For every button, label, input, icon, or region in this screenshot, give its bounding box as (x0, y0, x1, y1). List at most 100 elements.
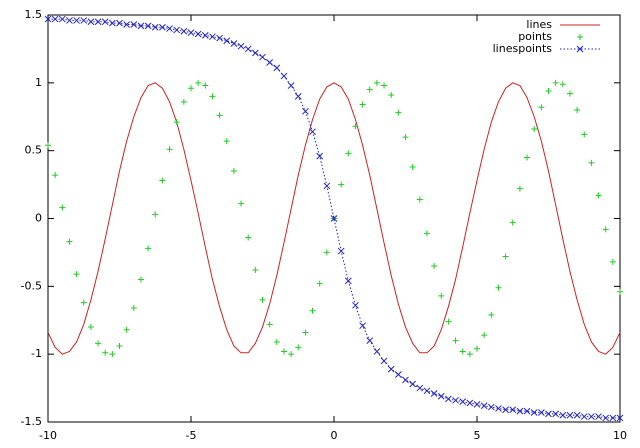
data-point (609, 414, 617, 422)
y-tick-label: 0.5 (25, 144, 43, 157)
data-point (223, 37, 231, 45)
legend-marker (576, 45, 584, 53)
data-point (51, 15, 59, 23)
data-point (574, 106, 581, 113)
data-point (409, 163, 416, 170)
data-point (359, 101, 366, 108)
data-point (251, 49, 259, 57)
data-point (580, 413, 588, 420)
data-point (245, 234, 252, 241)
data-point (373, 79, 380, 86)
legend-label: lines (526, 18, 552, 31)
y-tick-label: -0.5 (21, 279, 42, 292)
x-tick-label: 5 (474, 429, 481, 442)
data-point (101, 18, 109, 26)
data-point (238, 200, 245, 207)
data-point (452, 396, 459, 404)
series-line (47, 82, 621, 355)
data-point (130, 305, 137, 312)
data-point (151, 23, 159, 31)
data-point (474, 345, 480, 352)
data-point (280, 348, 287, 355)
data-point (538, 104, 545, 111)
data-point (44, 15, 52, 23)
y-tick-label: -1.5 (21, 415, 42, 428)
data-point (223, 138, 230, 145)
data-point (366, 86, 373, 93)
data-point (588, 159, 595, 166)
data-point (516, 407, 524, 415)
data-point (416, 196, 423, 203)
data-point (423, 230, 430, 237)
data-point (123, 326, 130, 333)
data-point (438, 292, 445, 299)
data-point (502, 406, 509, 414)
data-point (173, 26, 181, 34)
data-point (466, 351, 473, 358)
data-point (459, 348, 466, 355)
data-point (66, 238, 73, 245)
data-point (495, 405, 502, 412)
data-point (59, 204, 66, 211)
data-point (595, 192, 602, 199)
data-point (524, 154, 531, 161)
data-point (180, 27, 188, 35)
data-point (302, 107, 309, 115)
data-point (309, 128, 316, 136)
data-point (530, 409, 538, 416)
data-point (337, 247, 345, 255)
data-point (602, 226, 609, 233)
data-point (545, 410, 552, 418)
data-point (144, 22, 152, 30)
data-point (280, 72, 288, 80)
x-tick-label: -5 (186, 429, 197, 442)
data-point (345, 150, 352, 157)
data-point (137, 276, 144, 283)
data-point (430, 390, 438, 397)
data-point (559, 81, 566, 88)
y-tick-label: 1 (35, 76, 42, 89)
data-point (137, 22, 145, 30)
data-point (94, 18, 102, 26)
data-point (394, 371, 402, 378)
data-point (602, 414, 610, 422)
data-point (445, 395, 452, 403)
data-point (109, 351, 116, 358)
data-point (617, 288, 623, 295)
data-point (295, 344, 302, 351)
data-point (552, 79, 559, 86)
data-point (209, 33, 216, 41)
data-point (166, 146, 173, 153)
data-point (537, 409, 545, 416)
data-point (166, 25, 173, 32)
data-point (95, 340, 102, 347)
data-point (352, 123, 359, 130)
data-point (588, 413, 595, 420)
data-point (373, 348, 381, 355)
data-point (152, 211, 159, 218)
data-point (566, 90, 573, 97)
y-tick-label: -1 (31, 347, 42, 360)
data-point (573, 411, 581, 419)
data-point (516, 185, 523, 192)
data-point (316, 280, 323, 287)
data-point (259, 296, 266, 303)
data-point (216, 34, 223, 42)
data-point (344, 277, 352, 285)
data-point (616, 414, 624, 422)
data-point (466, 399, 474, 407)
data-point (123, 21, 131, 28)
legend-marker (577, 34, 583, 40)
data-point (323, 182, 331, 190)
data-point (287, 82, 295, 89)
data-point (66, 17, 73, 24)
data-point (595, 413, 602, 420)
data-point (266, 321, 273, 328)
data-point (159, 23, 166, 31)
data-point (80, 299, 87, 306)
data-point (180, 98, 187, 105)
data-point (288, 351, 295, 358)
data-point (523, 407, 531, 415)
data-point (187, 29, 195, 36)
